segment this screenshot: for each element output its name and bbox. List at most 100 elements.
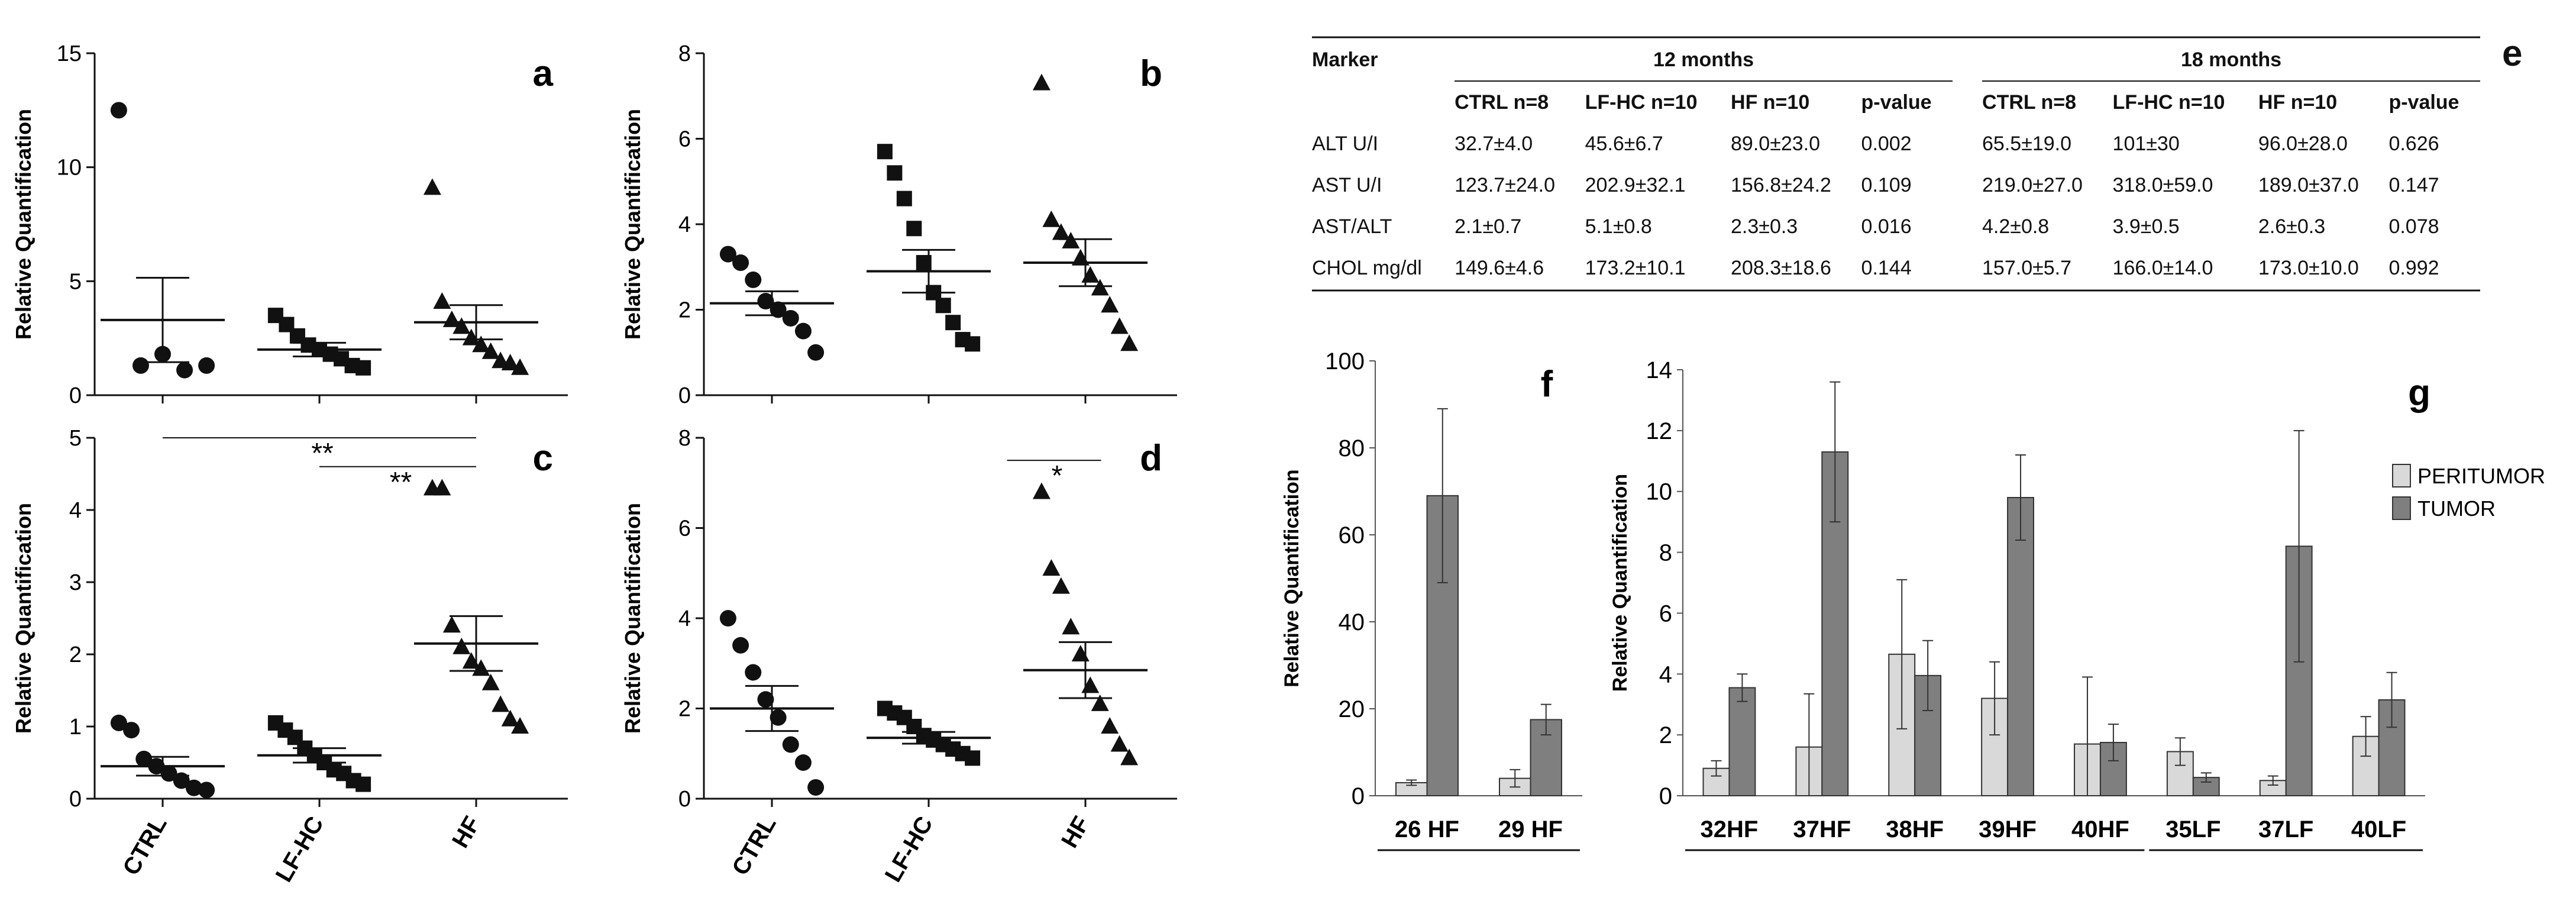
y-tick-label: 0 [678, 787, 691, 812]
group-header-18-months: 18 months [1982, 39, 2480, 82]
x-tick-label: HF [447, 812, 486, 853]
data-point-circle [794, 754, 812, 771]
table-cell: 156.8±24.2 [1731, 173, 1831, 196]
data-point-triangle [1081, 676, 1100, 693]
y-tick-label: 0 [69, 383, 82, 408]
data-point-circle [782, 736, 799, 753]
data-point-circle [745, 271, 762, 288]
data-point-square [355, 360, 371, 376]
y-tick-label: 80 [1339, 435, 1365, 461]
table-cell: 208.3±18.6 [1731, 256, 1831, 279]
data-point-triangle [453, 317, 471, 334]
table-cell: 5.1±0.8 [1585, 215, 1652, 238]
y-tick-label: 2 [678, 298, 691, 323]
y-tick-label: 6 [678, 127, 691, 152]
data-point-triangle [511, 358, 529, 375]
data-point-circle [757, 691, 774, 708]
table-cell: 2.6±0.3 [2258, 215, 2326, 238]
x-tick-label: 40LF [2351, 816, 2406, 842]
row-marker: ALT U/I [1312, 132, 1379, 155]
y-tick-label: 8 [678, 426, 691, 451]
panel-letter: b [1140, 53, 1162, 94]
y-axis-label: Relative Quantification [620, 503, 645, 734]
data-point-circle [719, 610, 736, 627]
y-tick-label: 0 [678, 383, 691, 408]
data-point-triangle [481, 342, 500, 359]
data-point-circle [110, 102, 127, 119]
data-point-triangle [1101, 296, 1119, 313]
table-cell: 123.7±24.0 [1455, 173, 1556, 196]
x-tick-label: 39HF [1979, 816, 2037, 842]
y-tick-label: 60 [1339, 522, 1365, 548]
legend-swatch [2392, 464, 2411, 487]
data-point-triangle [1081, 266, 1100, 283]
x-tick-label: CTRL [727, 812, 781, 880]
data-point-circle [185, 779, 202, 796]
x-tick-label: 37HF [1793, 816, 1851, 842]
data-point-triangle [453, 637, 471, 654]
table-cell: 3.9±0.5 [2112, 215, 2180, 238]
spacer [1953, 164, 1982, 206]
column-header: p-value [2388, 91, 2459, 114]
x-tick-label: 40HF [2071, 816, 2129, 842]
data-point-square [896, 191, 912, 206]
table-row: CHOL mg/dl 149.6±4.6 173.2±10.1 208.3±18.6 0… [1312, 247, 2480, 289]
table-cell: 0.144 [1861, 256, 1912, 279]
table-cell: 0.109 [1861, 173, 1912, 196]
y-tick-label: 20 [1339, 696, 1365, 722]
column-header: LF-HC n=10 [2112, 91, 2225, 114]
data-point-square [887, 165, 903, 181]
y-tick-label: 8 [1659, 540, 1672, 566]
data-point-triangle [1071, 645, 1090, 661]
data-point-triangle [1110, 317, 1129, 334]
legend-label: PERITUMOR [2417, 464, 2545, 488]
legend-swatch [2392, 496, 2411, 520]
table-cell: 0.147 [2388, 173, 2439, 196]
y-tick-label: 2 [1659, 722, 1672, 748]
data-point-square [877, 144, 893, 160]
data-point-triangle [501, 709, 519, 727]
spacer [1953, 123, 1982, 164]
data-point-triangle [1101, 717, 1119, 734]
x-tick-label: CTRL [118, 812, 172, 880]
bar-tumor [2285, 545, 2313, 796]
scatter-panel-d: 0 2 4 6 8 CTRL LF-HC HF Relative Quantification d… [620, 426, 1177, 886]
data-point-triangle [433, 479, 451, 496]
data-point-triangle [1091, 279, 1109, 296]
data-point-triangle [442, 616, 461, 633]
table-cell: 2.1±0.7 [1455, 215, 1522, 238]
y-tick-label: 3 [69, 570, 82, 595]
data-point-square [965, 750, 981, 766]
marker-header: Marker [1312, 49, 1378, 71]
y-tick-label: 0 [1659, 783, 1672, 809]
row-marker: AST/ALT [1312, 215, 1392, 238]
data-point-triangle [1042, 210, 1061, 227]
y-tick-label: 12 [1646, 418, 1673, 444]
x-tick-label: 32HF [1701, 816, 1759, 842]
table-cell: 4.2±0.8 [1982, 215, 2050, 238]
panel-letter: d [1140, 438, 1162, 479]
panel-letter: f [1541, 364, 1553, 405]
blank-header [1312, 81, 1455, 123]
x-tick-label: 37LF [2258, 816, 2313, 842]
y-tick-label: 40 [1339, 609, 1365, 635]
y-tick-label: 2 [678, 697, 691, 722]
data-point-triangle [1062, 618, 1080, 635]
significance-label: ** [311, 438, 333, 469]
data-point-triangle [1052, 577, 1070, 594]
significance-label: * [1052, 460, 1063, 492]
table-cell: 0.016 [1861, 215, 1912, 238]
table-cell: 0.626 [2388, 132, 2439, 155]
y-tick-label: 8 [678, 41, 691, 66]
data-point-circle [770, 301, 787, 318]
data-point-triangle [1120, 334, 1139, 351]
spacer [1953, 206, 1982, 247]
bar-tumor [2007, 497, 2034, 796]
y-axis-label: Relative Quantification [1609, 474, 1631, 692]
y-tick-label: 100 [1325, 348, 1365, 374]
data-point-triangle [433, 292, 451, 309]
y-tick-label: 15 [57, 41, 82, 66]
table-cell: 173.2±10.1 [1585, 256, 1686, 279]
x-tick-label: 29 HF [1498, 816, 1563, 842]
data-point-triangle [511, 717, 529, 734]
